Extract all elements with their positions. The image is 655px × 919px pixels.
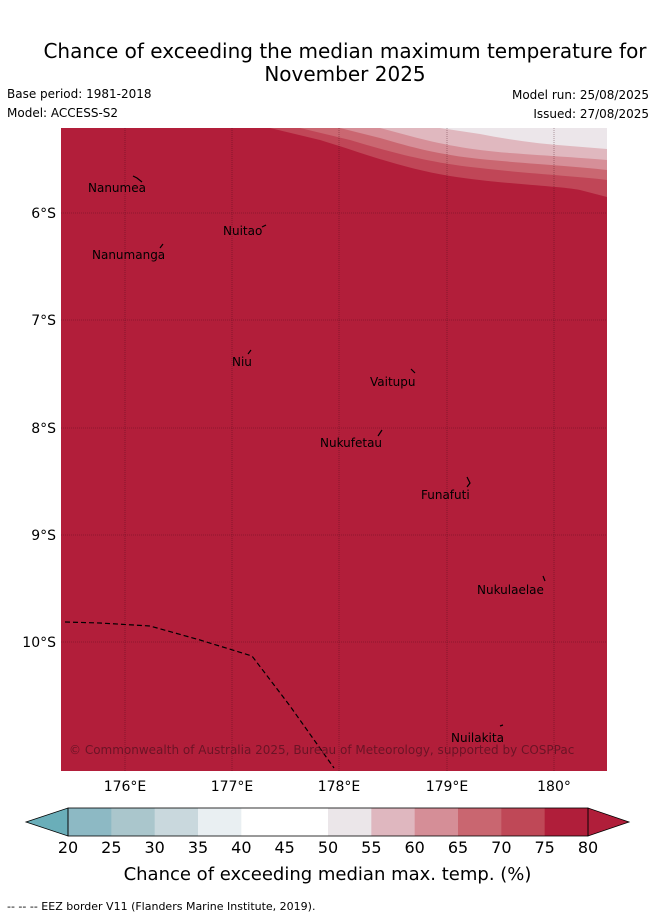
island-nanumea: [132, 175, 143, 183]
colorbar-tick-label: 55: [361, 838, 382, 857]
colorbar-tick-label: 50: [317, 838, 339, 857]
colorbar-tick-label: 40: [231, 838, 252, 857]
colorbar-tick-label: 75: [534, 838, 555, 857]
colorbar-bin-55-60: [371, 808, 416, 836]
colorbar-tick-label: 80: [577, 838, 599, 857]
island-vaitupu: [410, 368, 416, 374]
place-label-vaitupu: Vaitupu: [370, 375, 416, 389]
colorbar-tick-label: 60: [404, 838, 425, 857]
colorbar-tick-label: 25: [101, 838, 122, 857]
colorbar-bin-45-50: [284, 808, 329, 836]
colorbar-tick-label: 45: [274, 838, 295, 857]
colorbar-extend-high: [587, 807, 631, 837]
island-niu: [247, 349, 252, 355]
island-funafuti: [466, 476, 471, 488]
map-panel: Nanumea Nuitao Nanumanga Niu Vaitupu Nuk…: [61, 128, 607, 771]
island-nukulaelae: [542, 575, 546, 582]
map-title: Chance of exceeding the median maximum t…: [0, 40, 655, 86]
colorbar-bin-50-55: [328, 808, 372, 836]
colorbar-tick-label: 35: [187, 838, 209, 857]
colorbar-title: Chance of exceeding median max. temp. (%…: [123, 864, 532, 885]
colorbar-bin-25-30: [111, 808, 156, 836]
colorbar-outline: [67, 807, 589, 837]
place-label-nukufetau: Nukufetau: [320, 436, 382, 450]
lat-tick-label: 10°S: [22, 635, 56, 651]
place-label-nuilakita: Nuilakita: [451, 731, 504, 745]
title-line-2: November 2025: [264, 62, 426, 86]
model-name: Model: ACCESS-S2: [7, 106, 119, 120]
colorbar-extend-low: [24, 807, 69, 837]
lat-tick-label: 9°S: [31, 528, 56, 544]
eez-legend-note: -- -- -- EEZ border V11 (Flanders Marine…: [7, 900, 316, 913]
place-label-niu: Niu: [232, 355, 252, 369]
place-label-nanumea: Nanumea: [88, 181, 146, 195]
latitude-ticks: 6°S 7°S 8°S 9°S 10°S: [22, 206, 56, 651]
colorbar-tick-label: 30: [144, 838, 165, 857]
island-nanumanga: [159, 243, 164, 249]
colorbar-tick-label: 20: [57, 838, 79, 857]
colorbar-bin-60-65: [414, 808, 459, 836]
colorbar-bin-20-25: [68, 808, 112, 836]
lat-tick-label: 6°S: [31, 206, 56, 222]
place-labels: Nanumea Nuitao Nanumanga Niu Vaitupu Nuk…: [88, 181, 544, 745]
island-shapes: [132, 175, 546, 727]
place-label-nanumanga: Nanumanga: [92, 248, 165, 262]
lon-tick-label: 178°E: [318, 779, 361, 795]
colorbar-bin-30-35: [154, 808, 199, 836]
colorbar-bin-75-80: [544, 808, 589, 836]
eez-border: [64, 621, 335, 769]
lon-tick-label: 177°E: [211, 779, 254, 795]
island-nukufetau: [377, 429, 383, 437]
contour-band-55: [440, 128, 607, 149]
island-nuilakita: [499, 724, 504, 727]
lat-tick-label: 7°S: [31, 313, 56, 329]
graticule: [61, 128, 607, 771]
colorbar-bin-40-45: [241, 808, 286, 836]
title-line-1: Chance of exceeding the median maximum t…: [43, 39, 647, 63]
model-run: Model run: 25/08/2025: [511, 88, 649, 102]
colorbar-bin-65-70: [458, 808, 502, 836]
probability-field: [61, 128, 607, 771]
lon-tick-label: 176°E: [104, 779, 147, 795]
longitude-ticks: 176°E 177°E 178°E 179°E 180°: [104, 779, 571, 795]
colorbar-tick-label: 65: [447, 838, 469, 857]
place-label-nuitao: Nuitao: [223, 224, 262, 238]
lon-tick-label: 179°E: [426, 779, 469, 795]
base-period: Base period: 1981-2018: [7, 87, 152, 101]
issued-date: Issued: 27/08/2025: [533, 107, 649, 121]
colorbar: [24, 807, 631, 837]
colorbar-tick-label: 70: [491, 838, 512, 857]
place-label-funafuti: Funafuti: [421, 488, 470, 502]
lat-tick-label: 8°S: [31, 421, 56, 437]
lon-tick-label: 180°: [537, 779, 571, 795]
colorbar-bin-35-40: [198, 808, 242, 836]
island-nuitao: [261, 224, 267, 228]
place-label-nukulaelae: Nukulaelae: [477, 583, 544, 597]
copyright-notice: © Commonwealth of Australia 2025, Bureau…: [69, 743, 574, 757]
colorbar-bin-70-75: [501, 808, 546, 836]
